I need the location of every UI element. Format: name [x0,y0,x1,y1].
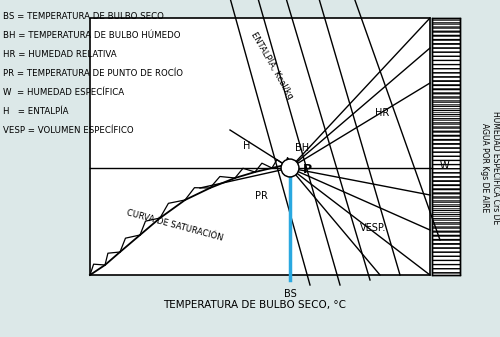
Text: PR: PR [255,191,268,201]
Text: ENTALPÍA, Kcal/kg: ENTALPÍA, Kcal/kg [248,30,296,100]
Text: VESP.: VESP. [360,223,386,233]
Text: BS: BS [284,289,296,299]
Text: HUMEDAD ESPECÍFICA Crs DE
AGUA POR Kgs DE AIRE: HUMEDAD ESPECÍFICA Crs DE AGUA POR Kgs D… [480,111,500,225]
Text: H: H [242,141,250,151]
Text: CURVA DE SATURACIÓN: CURVA DE SATURACIÓN [126,208,224,242]
Text: BS = TEMPERATURA DE BULBO SECO: BS = TEMPERATURA DE BULBO SECO [3,12,164,21]
Text: H   = ENTALPÍA: H = ENTALPÍA [3,107,68,116]
Text: W: W [440,161,450,171]
Text: HR: HR [375,108,389,118]
Text: VESP = VOLUMEN ESPECÍFICO: VESP = VOLUMEN ESPECÍFICO [3,126,134,135]
Text: BH = TEMPERATURA DE BULBO HÚMEDO: BH = TEMPERATURA DE BULBO HÚMEDO [3,31,180,40]
Bar [432,18,460,275]
Text: P: P [303,163,312,176]
Text: BH: BH [295,143,309,153]
Text: HR = HUMEDAD RELATIVA: HR = HUMEDAD RELATIVA [3,50,116,59]
Text: TEMPERATURA DE BULBO SECO, °C: TEMPERATURA DE BULBO SECO, °C [164,300,346,310]
Bar [90,18,430,275]
Circle shape [282,160,298,176]
Text: W  = HUMEDAD ESPECÍFICA: W = HUMEDAD ESPECÍFICA [3,88,124,97]
Circle shape [281,159,299,177]
Text: PR = TEMPERATURA DE PUNTO DE ROCÍO: PR = TEMPERATURA DE PUNTO DE ROCÍO [3,69,183,78]
